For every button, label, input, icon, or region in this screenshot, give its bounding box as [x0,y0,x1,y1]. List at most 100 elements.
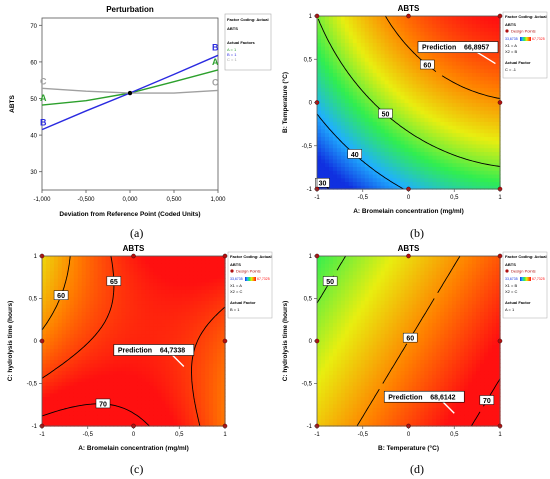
heatmap-cell [97,259,103,264]
heatmap-cell [209,411,214,416]
heatmap-cell [464,34,469,40]
heatmap-cell [348,315,354,320]
heatmap-cell [42,333,47,338]
heatmap-cell [364,98,370,104]
heatmap-cell [133,341,139,346]
heatmap-cell [173,256,178,261]
heatmap-cell [420,102,426,107]
heatmap-cell [81,267,87,272]
heatmap-cell [480,94,485,100]
heatmap-cell [145,263,151,268]
heatmap-cell [352,162,358,168]
heatmap-cell [364,281,370,287]
heatmap-cell [57,326,63,331]
heatmap-cell [332,83,338,89]
heatmap-cell [153,385,158,390]
heatmap-cell [317,352,322,357]
heatmap-cell [121,322,127,327]
heatmap-cell [57,304,63,309]
heatmap-cell [49,407,55,412]
heatmap-cell [384,94,390,100]
heatmap-cell [133,407,139,412]
heatmap-cell [93,281,99,287]
heatmap-cell [57,389,63,394]
heatmap-cell [57,300,63,305]
heatmap-cell [364,389,370,394]
heatmap-cell [181,396,186,401]
heatmap-cell [177,278,182,283]
heatmap-cell [488,173,493,179]
heatmap-cell [324,414,330,420]
heatmap-cell [432,76,437,81]
heatmap-cell [324,94,330,100]
heatmap-cell [464,76,469,81]
heatmap-cell [105,263,111,268]
heatmap-cell [336,333,342,338]
heatmap-cell [49,267,55,272]
heatmap-cell [121,381,127,386]
heatmap-cell [177,259,182,264]
heatmap-cell [420,132,426,137]
legend-section: Actual Factor [230,300,256,305]
heatmap-cell [336,296,342,301]
heatmap-cell [221,363,226,368]
heatmap-cell [161,422,166,427]
heatmap-cell [388,76,394,81]
heatmap-cell [368,87,374,92]
heatmap-cell [360,34,366,40]
heatmap-cell [388,42,394,47]
heatmap-cell [436,102,441,107]
heatmap-cell [372,147,378,152]
heatmap-cell [213,377,218,383]
heatmap-cell [324,64,330,70]
heatmap-cell [57,311,63,316]
heatmap-cell [161,322,166,327]
heatmap-cell [213,407,218,412]
heatmap-cell [149,377,154,383]
heatmap-cell [408,19,414,25]
heatmap-cell [93,370,99,375]
heatmap-cell [452,72,457,77]
heatmap-cell [364,46,370,51]
heatmap-cell [217,392,222,398]
heatmap-cell [464,102,469,107]
heatmap-cell [85,333,91,338]
heatmap-cell [356,34,362,40]
heatmap-cell [340,418,346,423]
heatmap-cell [217,304,222,309]
heatmap-cell [57,418,63,423]
heatmap-cell [189,263,194,268]
heatmap-cell [464,68,469,74]
heatmap-cell [173,292,178,298]
heatmap-cell [472,102,477,107]
heatmap-cell [476,173,481,179]
heatmap-cell [408,72,414,77]
heatmap-cell [332,256,338,261]
heatmap-cell [452,185,457,190]
heatmap-cell [336,125,342,130]
heatmap-cell [129,318,135,324]
heatmap-cell [97,374,103,379]
heatmap-cell [392,53,398,58]
heatmap-cell [456,79,461,85]
heatmap-cell [149,418,154,423]
heatmap-cell [53,400,59,405]
heatmap-cell [320,143,326,149]
x-tick-label: -0,5 [358,195,369,201]
legend-design-points: Design Points [511,29,536,34]
heatmap-cell [165,326,170,331]
heatmap-cell [436,147,441,152]
heatmap-cell [81,348,87,353]
heatmap-cell [496,46,501,51]
heatmap-cell [468,121,473,126]
heatmap-cell [121,407,127,412]
heatmap-cell [436,155,441,160]
heatmap-cell [396,185,402,190]
heatmap-cell [77,411,83,416]
heatmap-cell [364,326,370,331]
heatmap-cell [344,49,350,55]
heatmap-cell [456,147,461,152]
heatmap-cell [464,128,469,134]
heatmap-cell [141,333,147,338]
heatmap-cell [460,87,465,92]
